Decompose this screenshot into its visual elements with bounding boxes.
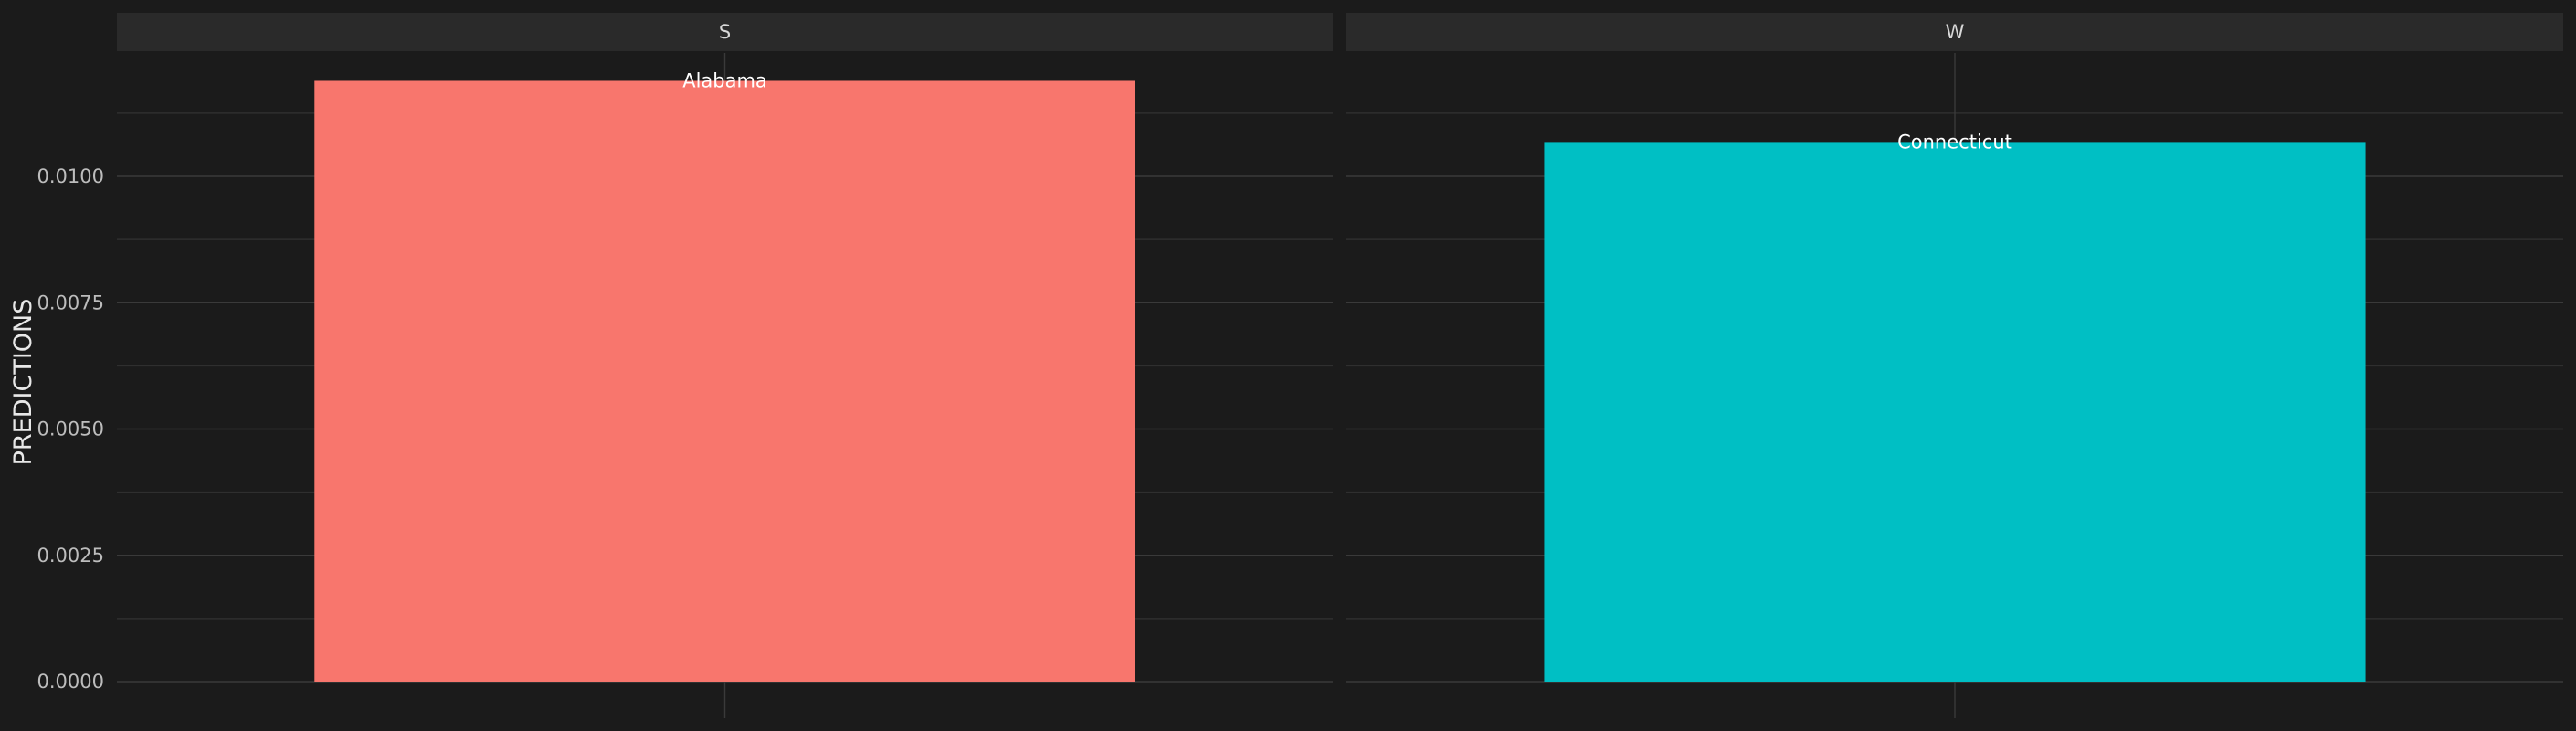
bar	[1544, 142, 2366, 682]
y-tick-label: 0.0000	[37, 671, 104, 693]
y-tick-label: 0.0100	[37, 165, 104, 187]
bar-label: Connecticut	[1897, 131, 2012, 153]
y-tick-label: 0.0075	[37, 291, 104, 313]
bar-label: Alabama	[682, 69, 767, 91]
facet-strip-label: W	[1946, 21, 1965, 43]
facet-strip-label: S	[719, 21, 731, 43]
y-tick-label: 0.0050	[37, 418, 104, 440]
y-tick-label: 0.0025	[37, 545, 104, 567]
bar	[314, 80, 1135, 682]
facet-strip	[117, 13, 1333, 51]
y-axis-title: PREDICTIONS	[9, 299, 37, 466]
facet-strip	[1346, 13, 2563, 51]
